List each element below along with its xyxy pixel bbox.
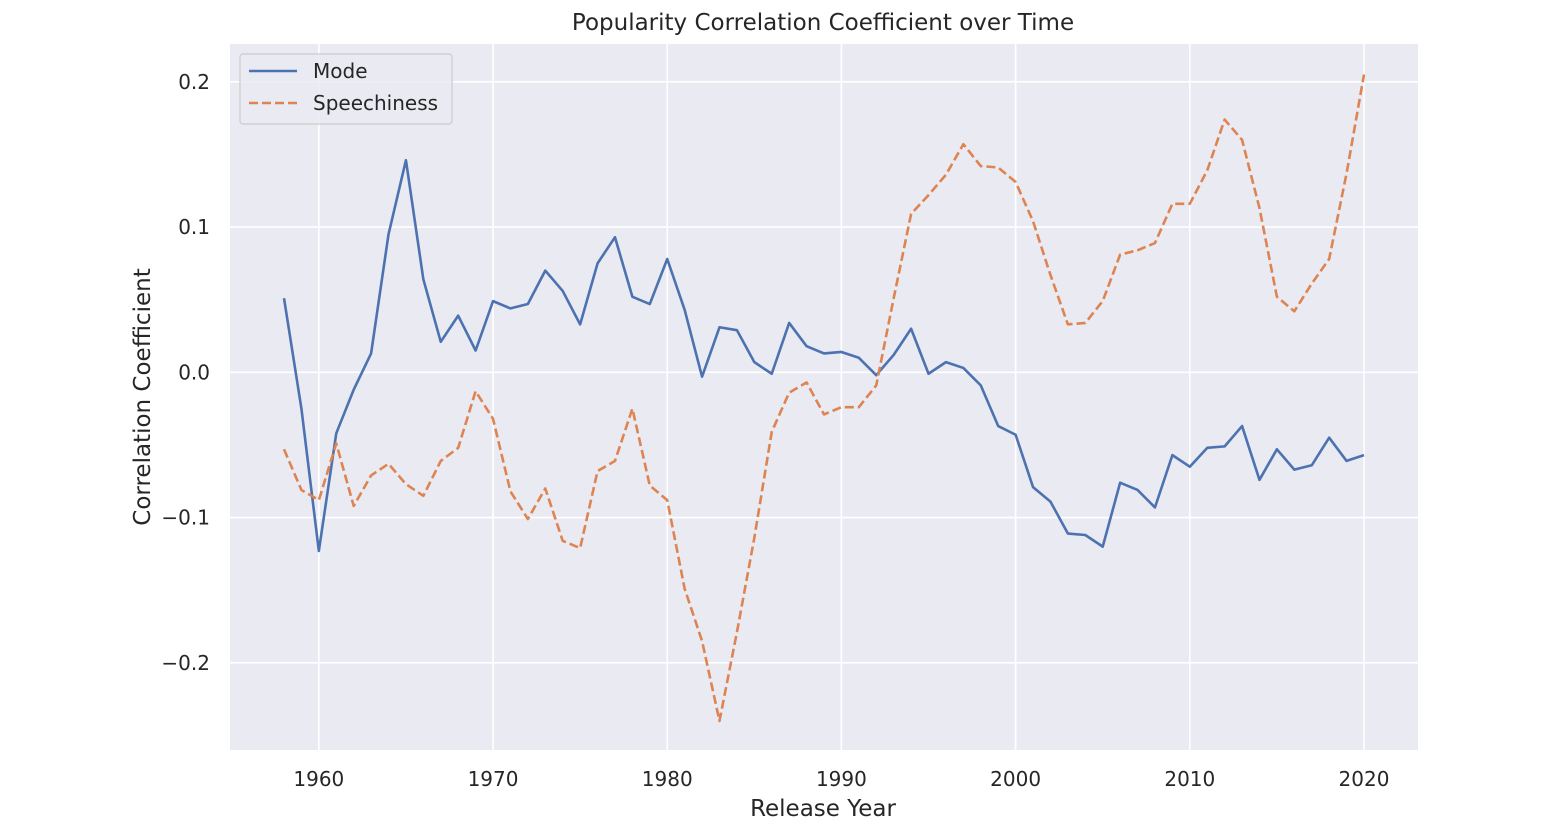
y-tick-label: 0.1 (178, 215, 210, 239)
y-tick-label: −0.1 (161, 506, 210, 530)
y-axis-label: Correlation Coefficient (130, 268, 156, 525)
x-tick-label: 1990 (816, 767, 867, 791)
chart-title: Popularity Correlation Coefficient over … (572, 10, 1074, 36)
series-lines (282, 74, 1366, 723)
x-tick-label: 1960 (293, 767, 344, 791)
x-tick-label: 2000 (990, 767, 1041, 791)
x-axis-ticks: 1960 1970 1980 1990 2000 2010 2020 (293, 767, 1389, 791)
y-tick-label: −0.2 (161, 651, 210, 675)
legend: Mode Speechiness (239, 53, 453, 125)
series-line-speechiness (282, 74, 1366, 723)
x-tick-label: 2020 (1339, 767, 1390, 791)
plot-area (230, 44, 1418, 750)
series-line-mode (282, 158, 1365, 553)
x-tick-label: 1970 (468, 767, 519, 791)
x-tick-label: 1980 (642, 767, 693, 791)
x-tick-label: 2010 (1164, 767, 1215, 791)
legend-label-mode: Mode (313, 59, 368, 83)
y-axis-ticks: −0.2 −0.1 0.0 0.1 0.2 (161, 70, 210, 675)
y-tick-label: 0.2 (178, 70, 210, 94)
y-tick-label: 0.0 (178, 360, 210, 384)
x-axis-label: Release Year (750, 796, 896, 822)
legend-label-speechiness: Speechiness (313, 91, 438, 115)
